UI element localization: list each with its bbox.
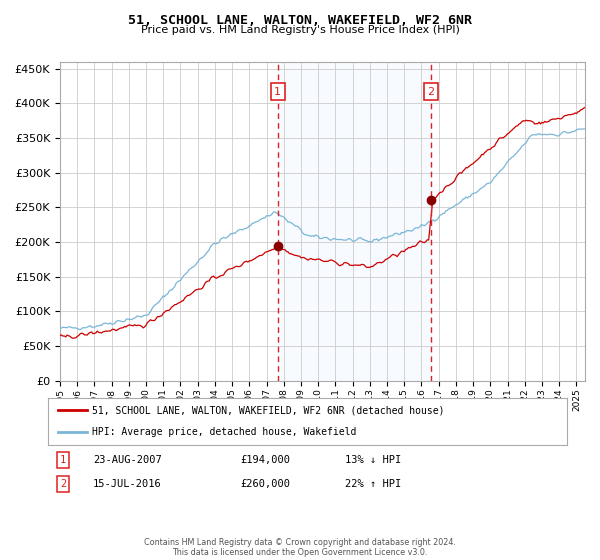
- Text: £260,000: £260,000: [240, 479, 290, 489]
- Text: HPI: Average price, detached house, Wakefield: HPI: Average price, detached house, Wake…: [92, 427, 356, 437]
- Text: £194,000: £194,000: [240, 455, 290, 465]
- Text: 2: 2: [60, 479, 66, 489]
- Text: 51, SCHOOL LANE, WALTON, WAKEFIELD, WF2 6NR (detached house): 51, SCHOOL LANE, WALTON, WAKEFIELD, WF2 …: [92, 405, 445, 416]
- Text: 2: 2: [427, 87, 434, 97]
- Text: 51, SCHOOL LANE, WALTON, WAKEFIELD, WF2 6NR: 51, SCHOOL LANE, WALTON, WAKEFIELD, WF2 …: [128, 14, 472, 27]
- Text: 13% ↓ HPI: 13% ↓ HPI: [345, 455, 401, 465]
- Bar: [278, 62, 431, 381]
- Text: Price paid vs. HM Land Registry's House Price Index (HPI): Price paid vs. HM Land Registry's House …: [140, 25, 460, 35]
- Text: 1: 1: [274, 87, 281, 97]
- Text: 23-AUG-2007: 23-AUG-2007: [93, 455, 162, 465]
- Text: Contains HM Land Registry data © Crown copyright and database right 2024.
This d: Contains HM Land Registry data © Crown c…: [144, 538, 456, 557]
- Text: 15-JUL-2016: 15-JUL-2016: [93, 479, 162, 489]
- Text: 22% ↑ HPI: 22% ↑ HPI: [345, 479, 401, 489]
- Text: 1: 1: [60, 455, 66, 465]
